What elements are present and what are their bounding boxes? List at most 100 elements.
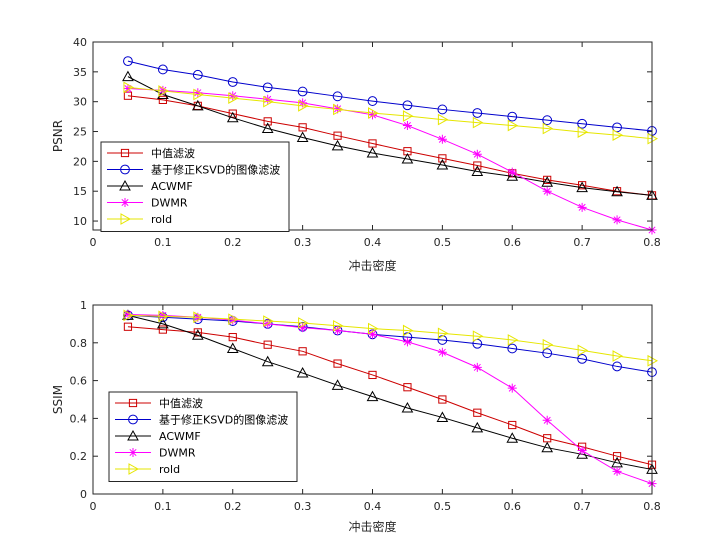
data-point [228, 109, 237, 118]
data-point [226, 342, 239, 353]
data-point [333, 359, 342, 368]
x-tick-label: 0.4 [364, 500, 382, 513]
data-point [333, 103, 344, 116]
legend-box [108, 391, 298, 482]
data-point [367, 96, 378, 106]
data-point [296, 367, 309, 378]
data-point [612, 452, 622, 461]
data-point [542, 115, 553, 126]
y-tick-label: 0 [80, 488, 87, 501]
data-point [473, 161, 482, 170]
series-line [127, 314, 653, 373]
data-point [261, 355, 274, 367]
data-point [437, 134, 447, 144]
data-point [333, 319, 344, 332]
data-point [507, 334, 519, 346]
data-point [611, 456, 623, 468]
ssim-plot: 0 0.1 0.2 0.3 0.4 0.5 0.6 0.7 0.8 0 0.2 0.4 0.6 0.8 1 冲… [51, 299, 661, 534]
data-point [401, 401, 414, 413]
data-point [436, 158, 449, 170]
data-point [122, 70, 134, 82]
data-point [541, 176, 554, 187]
data-point [612, 215, 622, 225]
data-point [261, 122, 274, 134]
y-tick-label: 40 [73, 36, 87, 49]
x-tick-label: 0.2 [224, 500, 242, 513]
y-tick-label: 0.2 [70, 450, 88, 463]
series-line [127, 88, 653, 231]
data-point [228, 92, 239, 104]
data-point [472, 330, 484, 343]
data-point [262, 82, 273, 93]
y-tick-label: 1 [80, 299, 87, 312]
axes-frame [92, 304, 653, 495]
x-tick-label: 0 [90, 500, 97, 513]
y-tick-label: 0.6 [70, 375, 88, 388]
y-tick-label: 0.4 [70, 412, 88, 425]
data-point [542, 415, 552, 425]
data-point [473, 408, 482, 417]
x-tick-label: 0 [90, 236, 97, 249]
x-tick-label: 0.6 [504, 236, 522, 249]
data-point [368, 107, 379, 119]
legend-label: ACWMF [159, 430, 201, 443]
legend-label: 基于修正KSVD的图像滤波 [159, 413, 288, 427]
data-point [263, 95, 274, 108]
data-point [192, 69, 203, 80]
data-point [541, 441, 554, 453]
data-point [472, 362, 482, 372]
legend-label: 基于修正KSVD的图像滤波 [151, 163, 280, 177]
legend-marker [120, 164, 130, 175]
data-point [191, 99, 204, 111]
legend-label: DWMR [151, 197, 188, 210]
data-point [228, 313, 239, 326]
data-point [331, 379, 344, 390]
data-point [437, 347, 447, 357]
series-line [127, 314, 653, 470]
data-point [577, 353, 588, 364]
data-point [368, 322, 379, 335]
data-point [228, 333, 237, 342]
data-point [436, 411, 449, 422]
data-point [191, 329, 204, 340]
psnr-plot: 0 0.1 0.2 0.3 0.4 0.5 0.6 0.7 0.8 10 15 20 25 30 35 40 冲… [51, 36, 661, 273]
legend-label: rold [159, 463, 180, 476]
data-point [402, 324, 414, 337]
data-point [297, 86, 308, 97]
data-point [193, 88, 204, 101]
data-point [576, 181, 588, 193]
data-point [158, 325, 167, 334]
legend-marker [128, 398, 138, 408]
data-point [611, 185, 623, 197]
legend-marker [120, 213, 132, 225]
data-point [612, 361, 622, 372]
data-point [612, 129, 624, 141]
series-3 [123, 84, 657, 235]
series-line [127, 326, 653, 466]
legend-label: ACWMF [151, 180, 193, 193]
data-point [542, 186, 552, 196]
data-point [193, 88, 203, 98]
data-point [577, 202, 587, 212]
legend-marker [128, 463, 140, 475]
data-point [472, 149, 482, 159]
data-point [542, 338, 554, 351]
data-point [401, 152, 414, 164]
data-point [123, 309, 134, 322]
y-tick-label: 35 [73, 66, 87, 79]
legend-marker [128, 448, 138, 457]
data-point [123, 84, 133, 94]
data-point [123, 56, 133, 66]
data-point [507, 119, 519, 132]
data-point [123, 322, 133, 331]
axes-frame [92, 41, 653, 231]
data-point [263, 117, 272, 126]
data-point [123, 81, 134, 94]
data-point [612, 466, 622, 476]
series-4 [123, 309, 659, 367]
legend-box [100, 141, 290, 232]
y-axis-label: PSNR [51, 120, 65, 152]
x-tick-label: 0.8 [643, 500, 661, 513]
data-point [402, 121, 412, 131]
